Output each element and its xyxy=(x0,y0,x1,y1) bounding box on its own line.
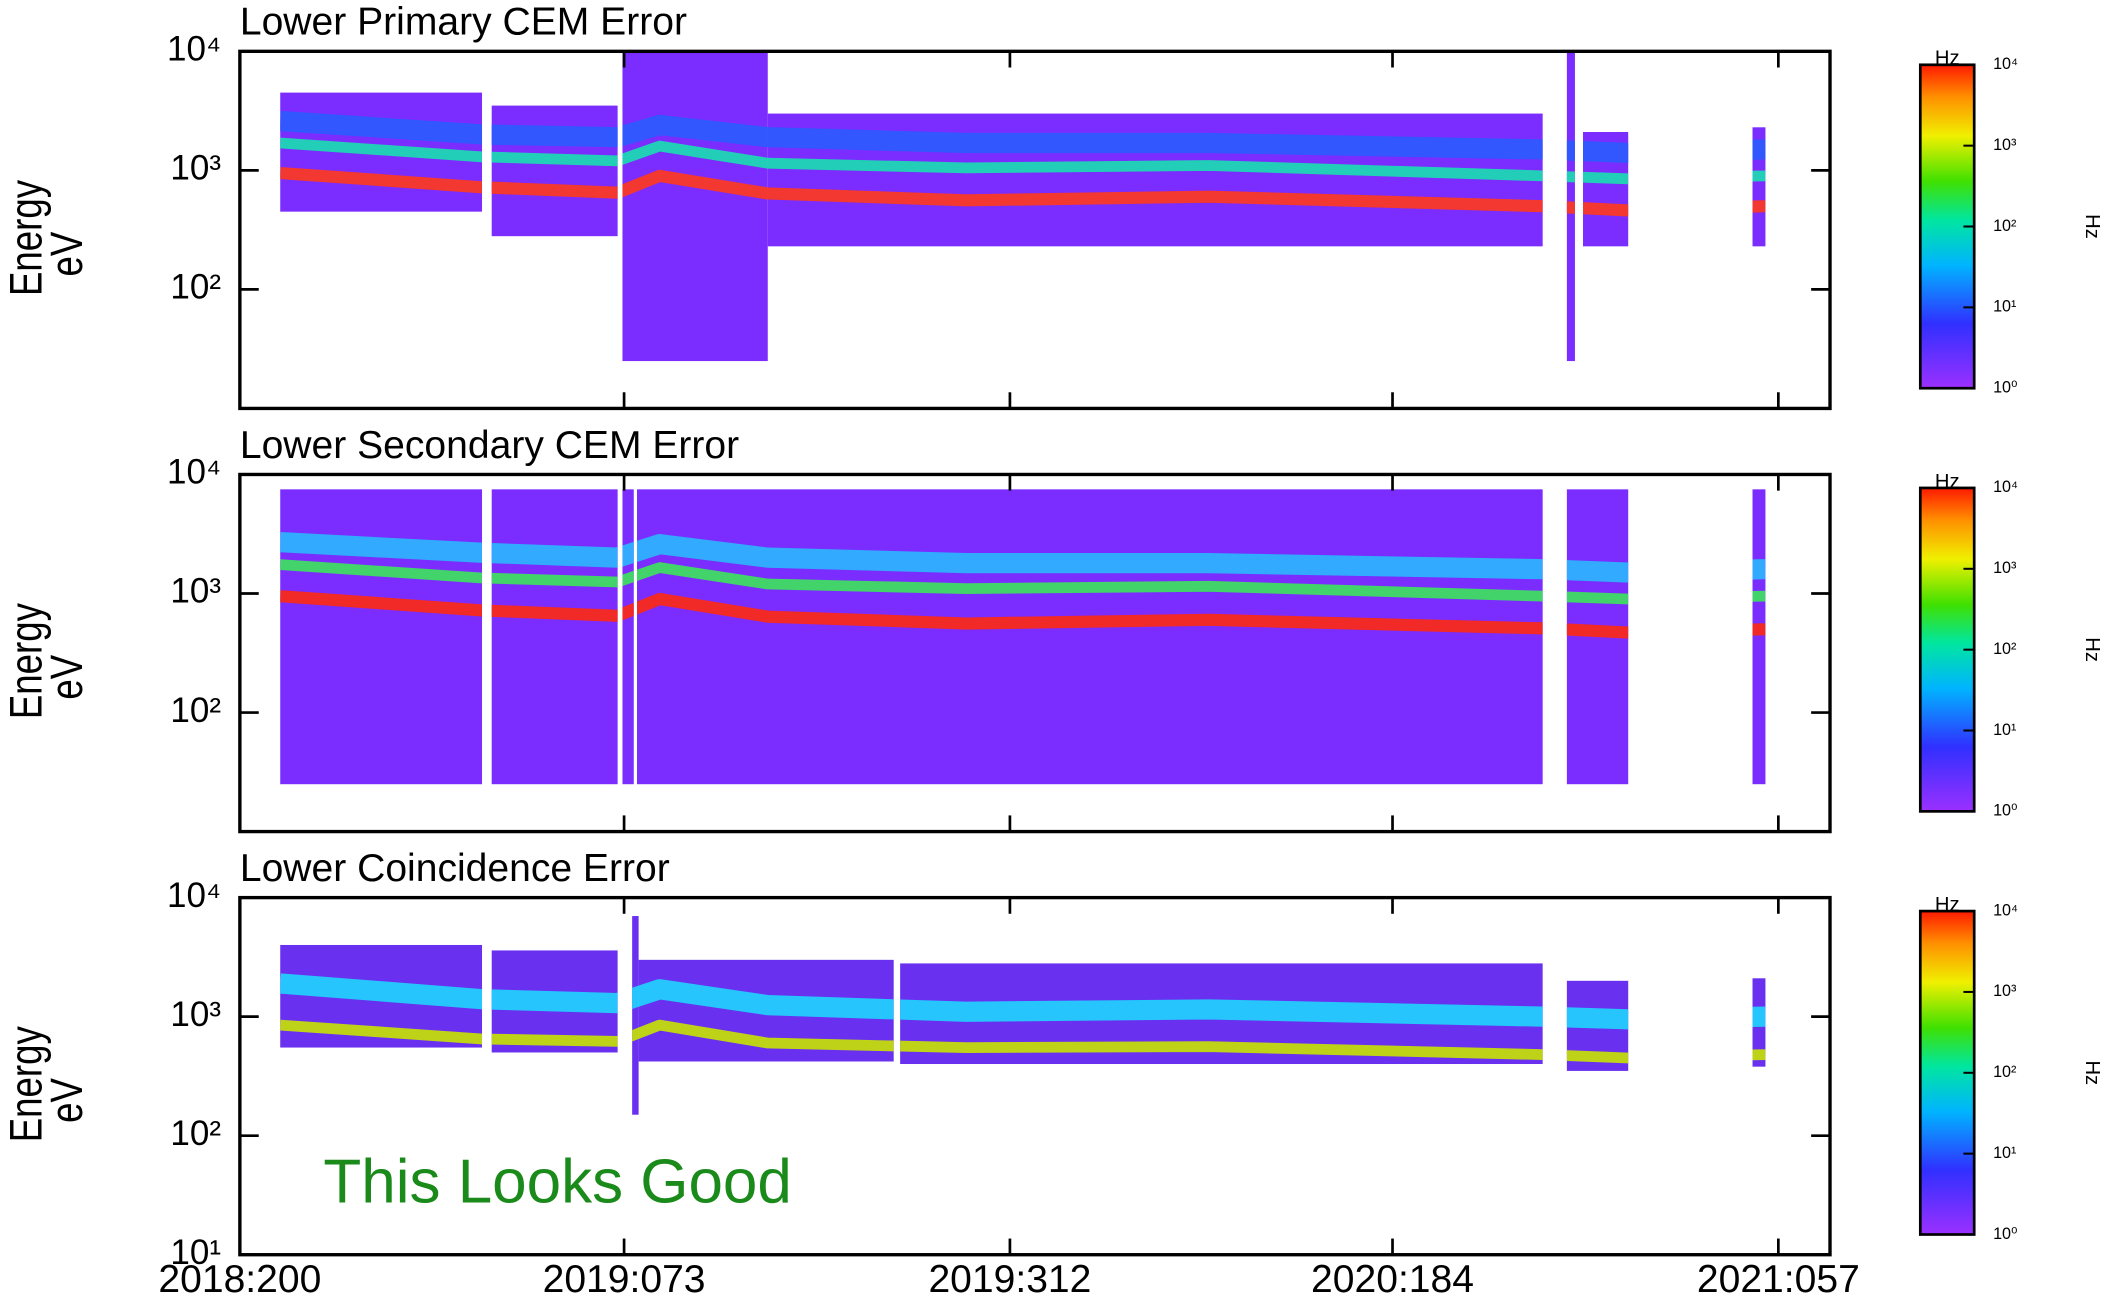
colorbar-label: Hz xyxy=(1935,471,1960,493)
colorbar-side-label: Hz xyxy=(2081,1060,2103,1085)
colorbar-tick-label: 10⁰ xyxy=(1993,1225,2017,1243)
bands xyxy=(280,532,1766,639)
panel-title: Lower Primary CEM Error xyxy=(240,1,687,44)
y-tick-label: 10² xyxy=(170,268,221,307)
data-segment xyxy=(622,489,634,785)
colorbar-tick-label: 10⁴ xyxy=(1993,901,2018,919)
bands xyxy=(280,973,1766,1064)
x-tick-label: 2020:184 xyxy=(1311,1258,1474,1301)
energy-band xyxy=(280,973,1766,1030)
colorbar-tick-label: 10¹ xyxy=(1993,721,2017,739)
y-axis-label: Energy xyxy=(0,603,52,719)
colorbar-tick-label: 10³ xyxy=(1993,982,2017,1000)
energy-band xyxy=(280,559,1766,605)
colorbar-tick-label: 10³ xyxy=(1993,559,2017,577)
energy-band xyxy=(280,590,1766,639)
colorbar-tick-label: 10⁴ xyxy=(1993,478,2018,496)
y-tick-label: 10² xyxy=(170,1114,221,1153)
bands xyxy=(280,110,1766,217)
data-segment xyxy=(632,916,639,1115)
energy-band xyxy=(280,532,1766,583)
colorbar-tick-label: 10² xyxy=(1993,640,2017,658)
y-axis-label: Energy xyxy=(0,1026,52,1142)
y-tick-label: 10³ xyxy=(170,572,221,611)
plot-frame xyxy=(238,895,1832,1257)
annotation: This Looks Good xyxy=(323,1147,791,1216)
x-tick-label: 2021:057 xyxy=(1697,1258,1860,1301)
colorbar-side-label: Hz xyxy=(2081,214,2103,239)
panel-title: Lower Secondary CEM Error xyxy=(240,424,739,467)
panel-title: Lower Coincidence Error xyxy=(240,847,670,890)
colorbar-tick-label: 10³ xyxy=(1993,136,2017,154)
energy-band xyxy=(280,137,1766,185)
plot-frame xyxy=(238,472,1832,834)
colorbar-tick-label: 10¹ xyxy=(1993,298,2017,316)
energy-band xyxy=(280,110,1766,164)
colorbar-tick-label: 10⁴ xyxy=(1993,55,2018,73)
x-tick-label: 2019:073 xyxy=(543,1258,706,1301)
colorbar-tick-label: 10⁰ xyxy=(1993,378,2017,396)
y-axis-unit: eV xyxy=(40,231,92,276)
x-tick-label: 2018:200 xyxy=(158,1258,321,1301)
y-tick-label: 10¹ xyxy=(170,1233,221,1272)
colorbar-tick-label: 10¹ xyxy=(1993,1144,2017,1162)
y-axis-unit: eV xyxy=(40,655,92,700)
colorbar-tick-label: 10² xyxy=(1993,217,2017,235)
energy-band xyxy=(280,166,1766,217)
y-axis-unit: eV xyxy=(40,1078,92,1123)
y-tick-label: 10² xyxy=(170,691,221,730)
y-axis-label: Energy xyxy=(0,180,52,296)
colorbar-tick-label: 10² xyxy=(1993,1063,2017,1081)
data-segment xyxy=(1752,489,1766,785)
y-tick-label: 10⁴ xyxy=(167,453,221,492)
energy-band xyxy=(280,1019,1766,1064)
colorbar-tick-label: 10⁰ xyxy=(1993,802,2017,820)
y-tick-label: 10³ xyxy=(170,995,221,1034)
plot-frame xyxy=(238,49,1832,411)
x-tick-label: 2019:312 xyxy=(928,1258,1091,1301)
y-tick-label: 10⁴ xyxy=(167,30,221,69)
data-segment xyxy=(280,489,483,785)
data-segment xyxy=(491,489,618,785)
y-tick-label: 10⁴ xyxy=(167,876,221,915)
colorbar-label: Hz xyxy=(1935,894,1960,916)
colorbar-side-label: Hz xyxy=(2081,637,2103,662)
data-segment xyxy=(622,51,768,362)
y-tick-label: 10³ xyxy=(170,149,221,188)
colorbar-label: Hz xyxy=(1935,48,1960,70)
data-segment xyxy=(637,489,1543,785)
